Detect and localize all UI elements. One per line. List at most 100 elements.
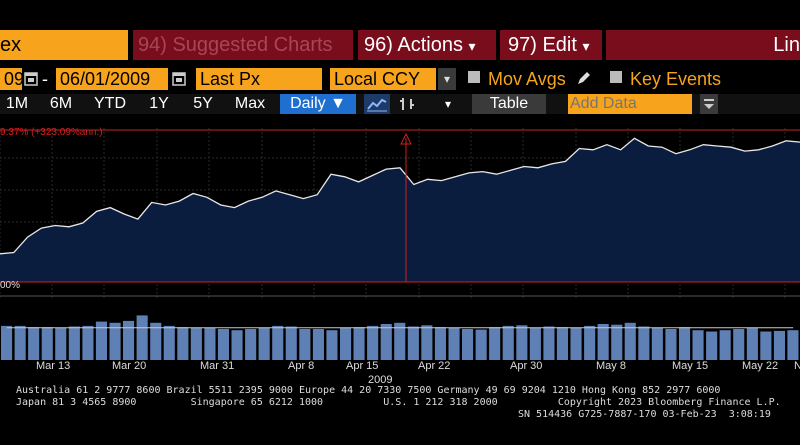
volume-bar — [462, 329, 474, 360]
volume-bar — [529, 327, 541, 360]
x-tick-label: Apr 30 — [510, 360, 543, 372]
volume-bar — [570, 327, 582, 360]
ohlc-chart-icon[interactable] — [394, 94, 420, 114]
volume-bar — [14, 325, 26, 360]
range-ytd[interactable]: YTD — [88, 94, 132, 114]
volume-bar — [380, 324, 392, 360]
add-data-input[interactable] — [568, 94, 692, 114]
volume-bar — [787, 330, 799, 360]
volume-bar — [150, 322, 162, 360]
currency-select[interactable]: Local CCY — [330, 68, 436, 90]
actions-menu[interactable]: 96) Actions ▾ — [358, 30, 496, 60]
baseline-annotation: 00% — [0, 280, 21, 291]
volume-bar — [638, 326, 650, 360]
edit-label: 97) Edit — [508, 34, 577, 56]
volume-bar — [543, 326, 555, 360]
volume-bar — [55, 327, 67, 360]
price-chart[interactable] — [0, 118, 800, 360]
volume-bar — [177, 327, 189, 360]
event-marker-icon — [400, 132, 412, 145]
security-field-text: ex — [0, 34, 22, 56]
table-label: Table — [489, 95, 529, 112]
volume-bar — [353, 327, 365, 360]
volume-bar — [163, 325, 175, 360]
volume-bar — [312, 329, 324, 360]
volume-bar — [692, 330, 704, 360]
frequency-label: Daily ▼ — [290, 95, 346, 112]
volume-bar — [746, 327, 758, 360]
volume-bar — [28, 327, 40, 360]
range-1m[interactable]: 1M — [0, 94, 34, 114]
volume-bar — [706, 331, 718, 360]
edit-menu[interactable]: 97) Edit ▾ — [500, 30, 602, 60]
end-date-text: 06/01/2009 — [60, 69, 151, 89]
volume-bar — [204, 327, 216, 360]
menu-icon[interactable] — [700, 94, 718, 114]
mov-avgs-label: Mov Avgs — [488, 69, 566, 89]
currency-text: Local CCY — [334, 69, 421, 89]
mov-avgs-checkbox[interactable] — [468, 71, 480, 83]
x-tick-label: May 22 — [742, 360, 779, 372]
volume-bar — [556, 327, 568, 360]
volume-bar — [258, 327, 270, 360]
range-1y[interactable]: 1Y — [142, 94, 176, 114]
volume-bar — [326, 330, 338, 360]
volume-bar — [245, 329, 257, 360]
frequency-select[interactable]: Daily ▼ — [280, 94, 356, 114]
volume-bar — [760, 331, 772, 360]
range-6m[interactable]: 6M — [44, 94, 78, 114]
currency-dropdown-button[interactable]: ▾ — [438, 68, 456, 90]
chevron-down-icon: ▾ — [443, 72, 451, 86]
key-events-checkbox[interactable] — [610, 71, 622, 83]
date-separator: - — [42, 69, 48, 89]
volume-bar — [1, 325, 13, 360]
range-5y-label: 5Y — [193, 95, 213, 112]
x-tick-label: Apr 22 — [418, 360, 451, 372]
volume-bar — [299, 329, 311, 360]
volume-bar — [231, 330, 243, 360]
calendar-icon[interactable] — [172, 70, 186, 86]
volume-bar — [434, 327, 446, 360]
end-date-field[interactable]: 06/01/2009 — [56, 68, 168, 90]
chart-type-menu[interactable]: Lin — [606, 30, 800, 60]
start-date-text: 09 — [4, 69, 25, 89]
footer-contacts-2: Japan 81 3 4565 8900 Singapore 65 6212 1… — [16, 397, 781, 408]
volume-bar — [489, 327, 501, 360]
table-button[interactable]: Table — [472, 94, 546, 114]
chevron-down-icon: ▾ — [582, 38, 590, 54]
volume-bar — [624, 322, 636, 360]
range-max[interactable]: Max — [230, 94, 270, 114]
volume-bar — [82, 325, 94, 360]
price-field-select[interactable]: Last Px — [196, 68, 322, 90]
chart-style-dropdown[interactable]: ▾ — [436, 94, 460, 114]
volume-bar — [123, 320, 135, 360]
volume-bar — [340, 327, 352, 360]
calendar-icon[interactable] — [24, 70, 38, 86]
volume-bar — [285, 326, 297, 360]
volume-bar — [68, 326, 80, 360]
start-date-field[interactable]: 09 — [0, 68, 25, 90]
volume-bar — [95, 321, 107, 360]
volume-bar — [448, 327, 460, 360]
x-tick-label: May 15 — [672, 360, 709, 372]
chart-type-label: Lin — [773, 34, 800, 56]
pencil-icon[interactable] — [576, 70, 592, 86]
suggested-charts-menu[interactable]: 94) Suggested Charts — [133, 30, 353, 60]
security-field[interactable]: ex — [0, 30, 128, 60]
footer-session: SN 514436 G725-7887-170 03-Feb-23 3:08:1… — [518, 409, 771, 420]
price-field-text: Last Px — [200, 69, 261, 89]
line-chart-icon[interactable] — [364, 94, 390, 114]
volume-bar — [394, 322, 406, 360]
key-events-label: Key Events — [630, 69, 722, 89]
range-5y[interactable]: 5Y — [186, 94, 220, 114]
x-tick-label: Apr 8 — [288, 360, 315, 372]
footer-contacts-1: Australia 61 2 9777 8600 Brazil 5511 239… — [16, 385, 721, 396]
volume-bar — [109, 322, 121, 360]
x-tick-label: N — [794, 360, 800, 372]
volume-bar — [41, 327, 53, 360]
x-tick-label: Mar 13 — [36, 360, 71, 372]
volume-bar — [584, 325, 596, 360]
volume-bar — [421, 325, 433, 360]
chevron-down-icon: ▾ — [444, 97, 452, 111]
x-tick-label: Apr 15 — [346, 360, 379, 372]
